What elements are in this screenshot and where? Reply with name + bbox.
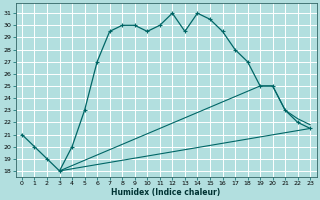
X-axis label: Humidex (Indice chaleur): Humidex (Indice chaleur) <box>111 188 221 197</box>
